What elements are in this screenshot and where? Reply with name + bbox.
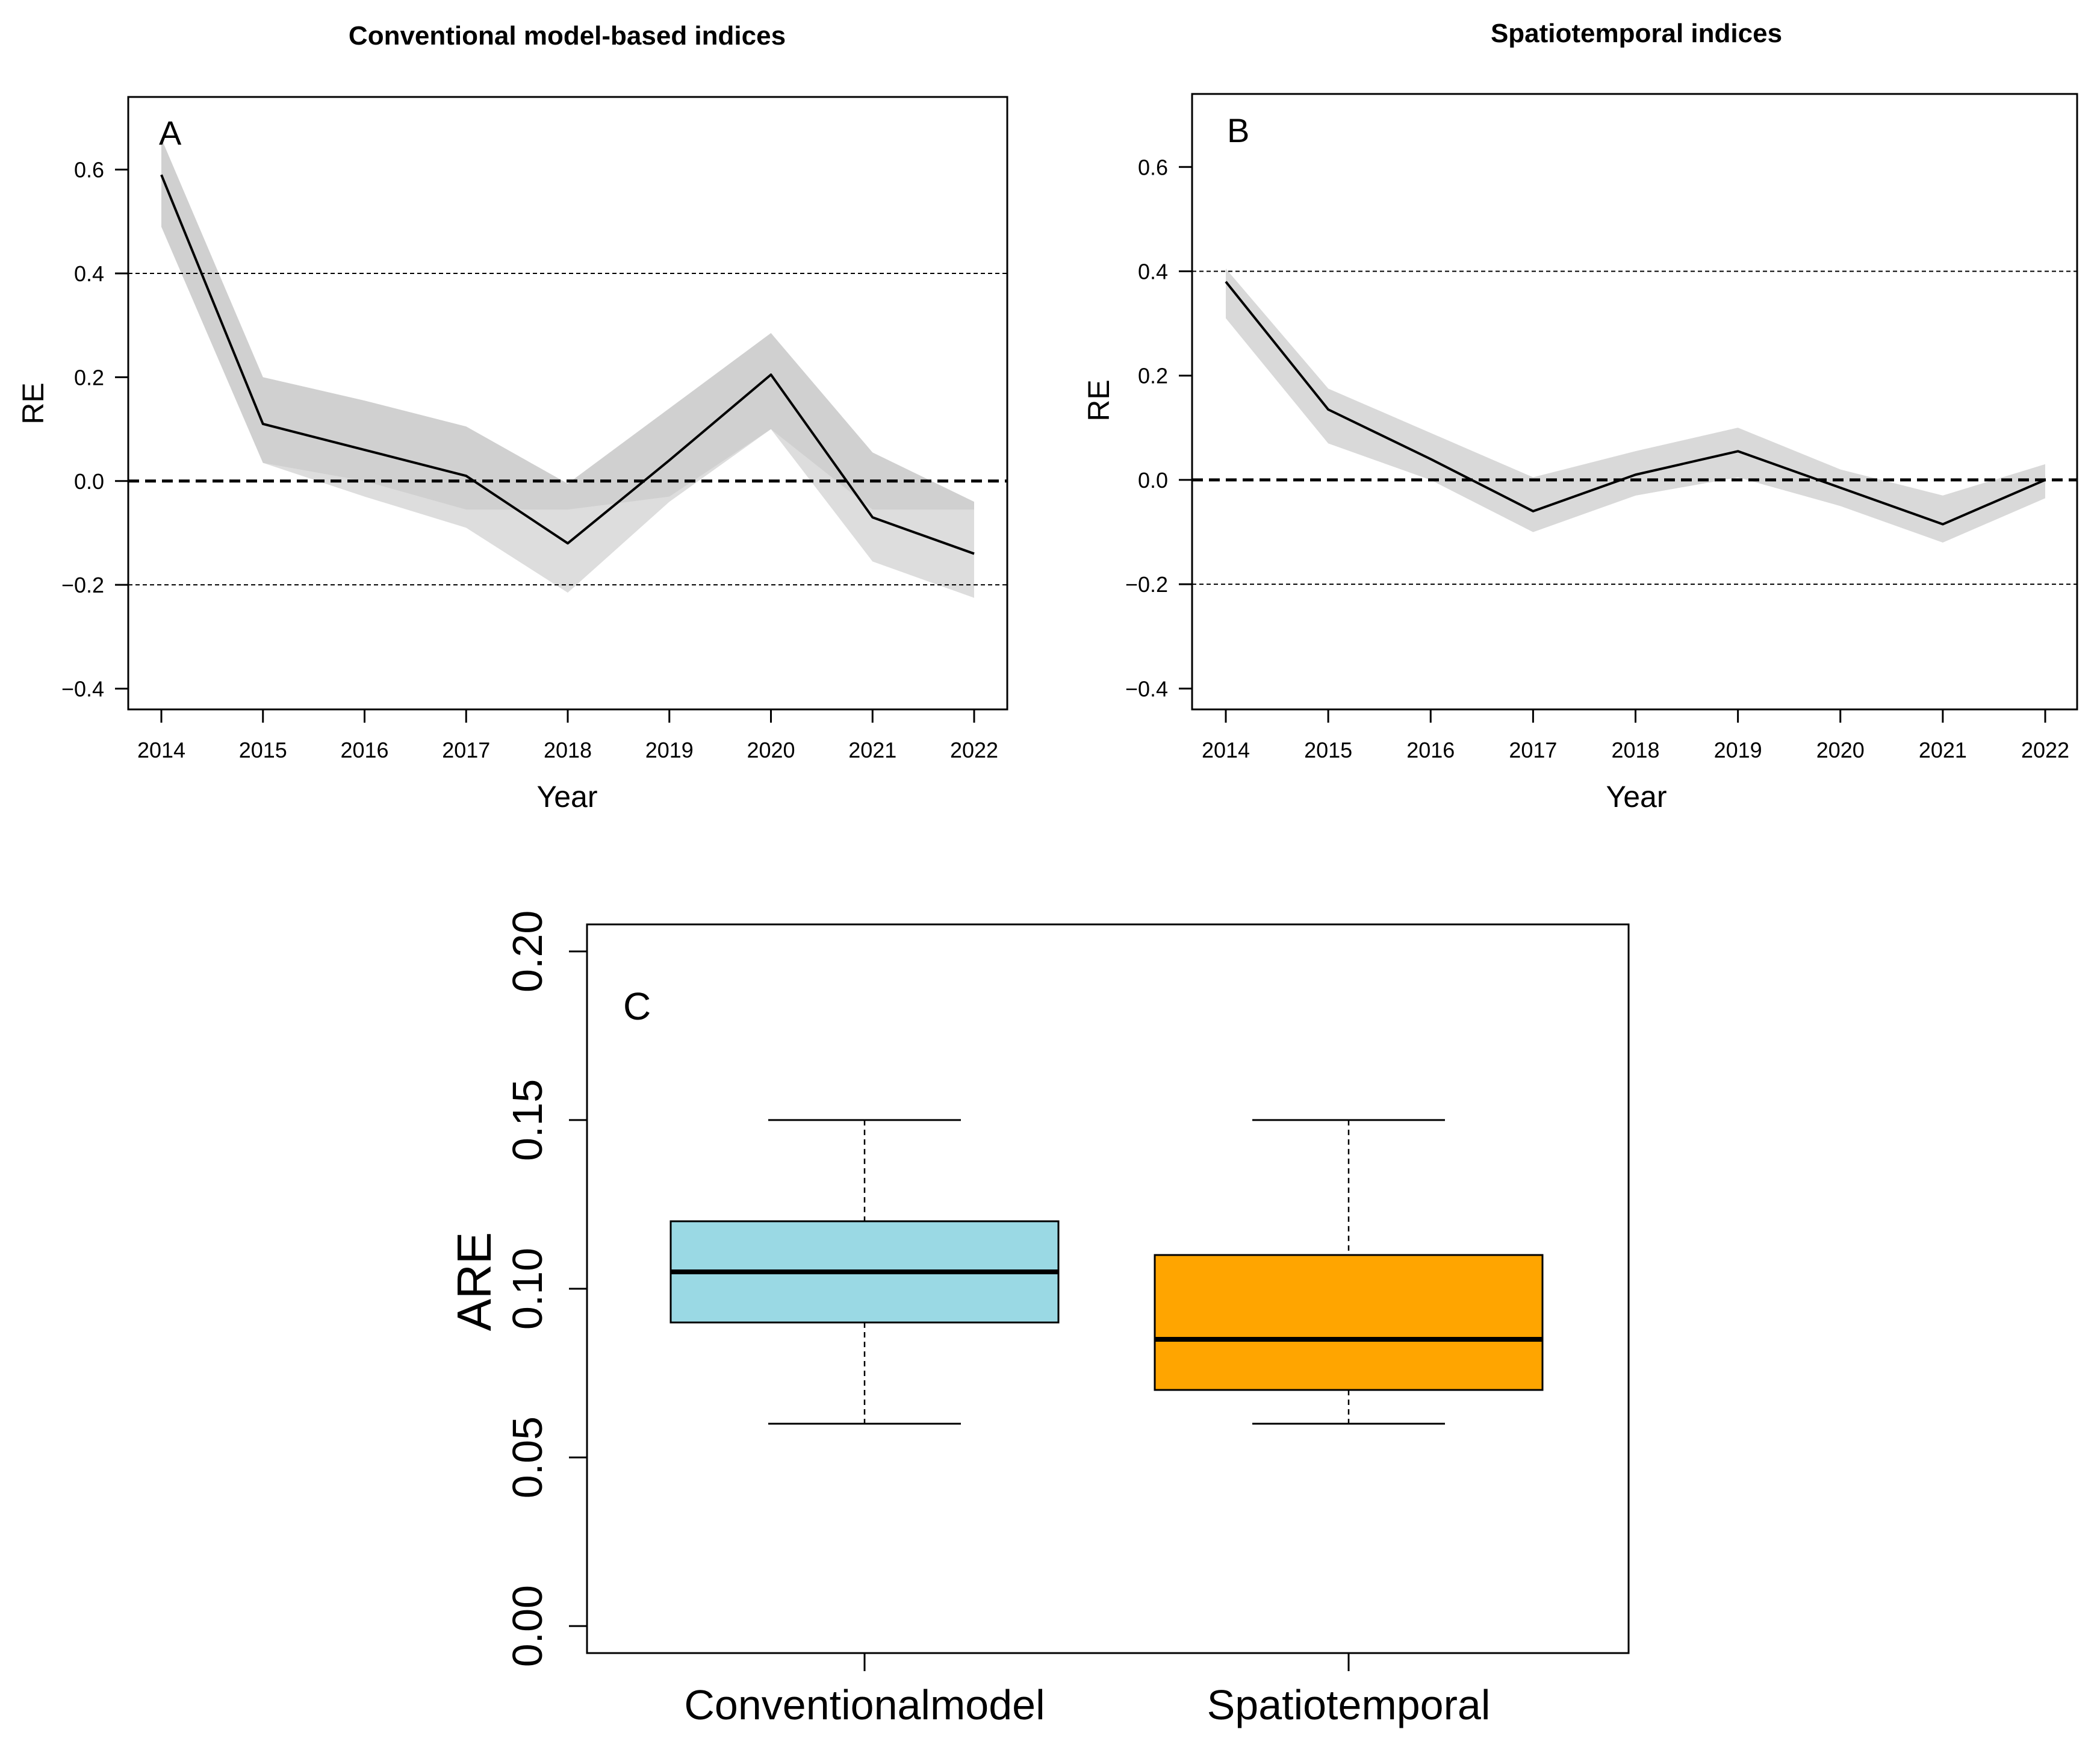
pA-x-tick-label: 2019 <box>645 738 694 762</box>
pB-band-inner <box>1226 269 2045 543</box>
pB-y-tick-label: 0.0 <box>1138 468 1168 493</box>
panel-b-reference-lines <box>1192 270 2077 585</box>
pB-y-tick-label: 0.4 <box>1138 259 1168 284</box>
panel-a-title: Conventional model-based indices <box>349 21 786 51</box>
pA-x-tick-label: 2018 <box>544 738 592 762</box>
pC-x-tick-label: Conventionalmodel <box>684 1681 1045 1728</box>
pA-band-inner <box>161 138 974 510</box>
panel-c-x-axis: Conventionalmodel Spatiotemporal <box>684 1653 1490 1728</box>
panel-c-y-axis: 0.00 0.05 0.10 0.15 0.20 <box>504 911 587 1667</box>
pC-y-tick-label: 0.10 <box>504 1248 551 1330</box>
pC-y-tick-label: 0.05 <box>504 1416 551 1498</box>
panel-b-y-label: RE <box>1082 379 1116 421</box>
panel-a-reference-lines <box>128 273 1007 586</box>
pC-x-tick-label: Spatiotemporal <box>1207 1681 1491 1728</box>
pA-x-tick-label: 2022 <box>950 738 998 762</box>
pB-x-tick-label: 2016 <box>1406 738 1455 762</box>
pA-x-tick-label: 2015 <box>239 738 287 762</box>
pB-x-tick-label: 2021 <box>1919 738 1967 762</box>
panel-c-box-plot: C 0.00 0.05 0.10 0.15 0.20 Conventionalmodel… <box>447 911 1630 1728</box>
pC-y-tick-label: 0.15 <box>504 1079 551 1161</box>
pA-y-tick-label: 0.2 <box>74 365 104 390</box>
pA-y-tick-label: 0.6 <box>74 158 104 182</box>
panel-b-letter: B <box>1227 111 1249 149</box>
pB-y-tick-label: 0.2 <box>1138 364 1168 388</box>
panel-a-bands <box>161 138 974 598</box>
panel-a-y-axis: −0.4 −0.2 0.0 0.2 0.4 0.6 <box>61 158 128 702</box>
pB-series-line <box>1225 281 2046 526</box>
panel-a-x-label: Year <box>536 780 597 814</box>
pA-y-tick-label: −0.2 <box>61 573 104 597</box>
pA-x-tick-label: 2017 <box>442 738 490 762</box>
pC-y-tick-label: 0.20 <box>504 911 551 992</box>
panel-a-letter: A <box>159 114 182 152</box>
panel-a-x-axis: 2014 2015 2016 2017 2018 2019 2020 2021 2022 <box>137 709 998 762</box>
pA-series-line <box>160 174 975 555</box>
panel-a-series <box>160 174 975 555</box>
panel-b-series <box>1225 281 2046 526</box>
pA-x-tick-label: 2021 <box>848 738 896 762</box>
pA-x-tick-label: 2016 <box>340 738 388 762</box>
pB-y-tick-label: −0.4 <box>1125 676 1168 701</box>
panel-b-x-label: Year <box>1606 780 1667 814</box>
pA-y-tick-label: 0.4 <box>74 261 104 286</box>
pB-x-tick-label: 2022 <box>2021 738 2069 762</box>
pB-x-tick-label: 2015 <box>1304 738 1352 762</box>
panel-c-boxes <box>669 1119 1544 1425</box>
pA-y-tick-label: 0.0 <box>74 469 104 494</box>
panel-b-x-axis: 2014 2015 2016 2017 2018 2019 2020 2021 2022 <box>1202 709 2069 762</box>
pA-x-tick-label: 2020 <box>747 738 795 762</box>
panel-b-line-chart: Spatiotemporal indices B −0.4 −0.2 0.0 0.2 0… <box>1082 19 2078 814</box>
pB-x-tick-label: 2018 <box>1611 738 1659 762</box>
pB-x-tick-label: 2017 <box>1509 738 1557 762</box>
panel-c-y-label: ARE <box>447 1232 501 1331</box>
pA-band-outer <box>161 138 974 598</box>
pB-x-tick-label: 2014 <box>1202 738 1250 762</box>
panel-b-bands <box>1226 269 2045 543</box>
panel-c-letter: C <box>623 985 651 1028</box>
box-1-iqr <box>1154 1254 1544 1391</box>
pB-x-tick-label: 2020 <box>1816 738 1865 762</box>
panel-a-line-chart: Conventional model-based indices A −0.4−… <box>16 21 1008 814</box>
panel-b-y-axis: −0.4 −0.2 0.0 0.2 0.4 0.6 <box>1125 155 1192 701</box>
pB-y-tick-label: 0.6 <box>1138 155 1168 179</box>
pB-x-tick-label: 2019 <box>1714 738 1762 762</box>
panel-a-y-label: RE <box>16 382 50 424</box>
pA-y-tick-label: −0.4 <box>61 677 104 702</box>
pB-y-tick-label: −0.2 <box>1125 572 1168 597</box>
panel-b-title: Spatiotemporal indices <box>1491 19 1782 48</box>
pA-x-tick-label: 2014 <box>137 738 185 762</box>
pC-y-tick-label: 0.00 <box>504 1585 551 1667</box>
